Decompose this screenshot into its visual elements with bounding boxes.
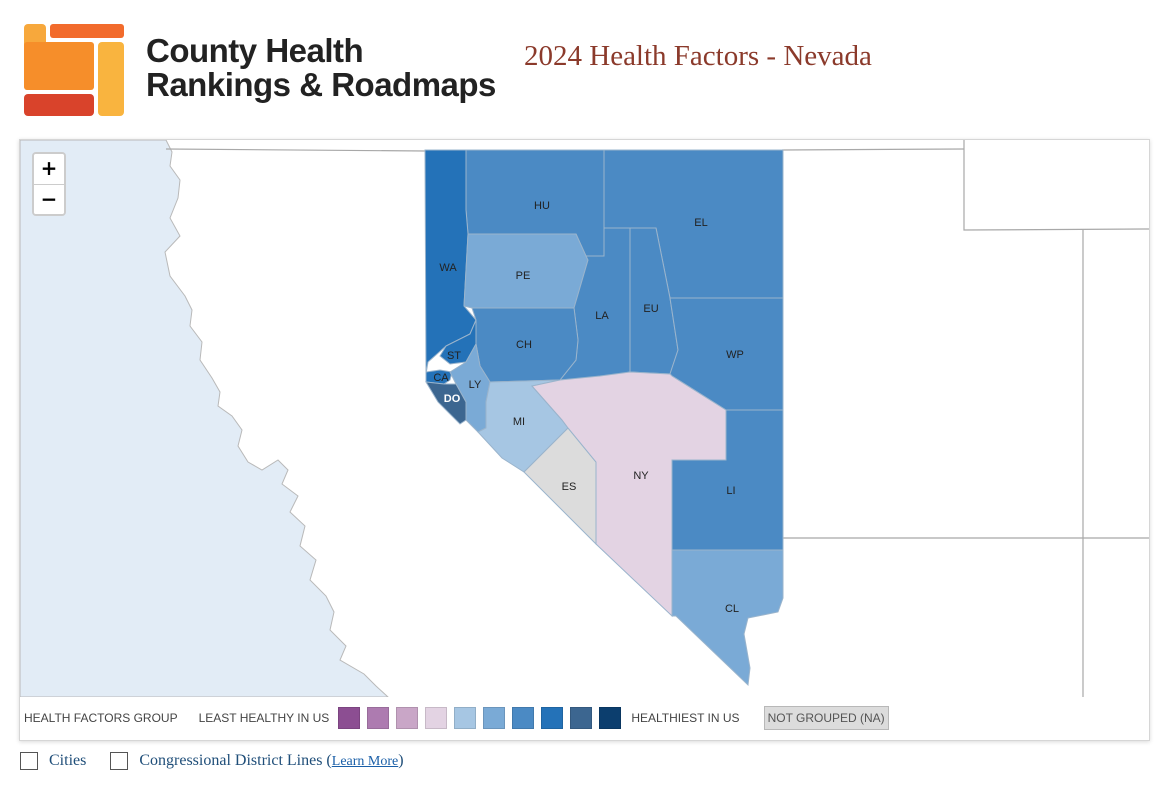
legend-swatch[interactable] [541,707,564,729]
legend-least-healthy-label: LEAST HEALTHY IN US [198,711,330,725]
logo-block-yellow-right [98,42,124,116]
close-paren: ) [398,752,404,769]
map-options: Cities Congressional District Lines (Lea… [20,750,428,772]
county-label-LY: LY [469,379,482,391]
legend-not-grouped-badge[interactable]: NOT GROUPED (NA) [763,706,889,730]
county-CL[interactable]: CL [671,549,784,687]
county-label-DO: DO [444,393,461,405]
county-label-PE: PE [516,270,531,282]
county-label-EL: EL [694,217,707,229]
county-label-WP: WP [726,349,744,361]
county-label-ST: ST [447,350,461,362]
map-panel[interactable]: HU EL WA PE LA EU CH WP [19,139,1150,741]
legend-healthiest-label: HEALTHIEST IN US [631,711,740,725]
county-WA[interactable]: WA [424,149,477,375]
brand-line-2: Rankings & Roadmaps [146,66,496,103]
county-shape-CL[interactable] [671,549,784,687]
legend-title: HEALTH FACTORS GROUP [24,711,178,725]
county-label-MI: MI [513,416,525,428]
legend-swatch[interactable] [570,707,593,729]
nevada-map[interactable]: HU EL WA PE LA EU CH WP [20,140,1149,697]
county-label-CA: CA [433,372,449,384]
county-WP[interactable]: WP [669,297,784,411]
logo-block-red-bottom [24,94,94,116]
learn-more-link[interactable]: Learn More [331,754,399,769]
congressional-districts-label[interactable]: Congressional District Lines (Learn More… [139,752,403,770]
county-label-LI: LI [726,485,735,497]
brand-name: County Health Rankings & Roadmaps [146,34,496,102]
county-DO[interactable]: DO [425,381,467,425]
legend-swatches [338,707,628,729]
county-shape-LY[interactable] [449,342,491,433]
legend-swatch[interactable] [454,707,477,729]
county-CA[interactable]: CA [425,369,453,385]
map-legend: HEALTH FACTORS GROUP LEAST HEALTHY IN US… [20,697,1149,739]
legend-swatch[interactable] [512,707,535,729]
county-PE[interactable]: PE [463,233,589,309]
legend-swatch[interactable] [396,707,419,729]
page-title: 2024 Health Factors - Nevada [524,40,872,72]
logo-block-red-top [50,24,124,38]
county-label-NY: NY [633,470,649,482]
county-label-ES: ES [562,481,577,493]
cities-label[interactable]: Cities [49,752,87,769]
legend-swatch[interactable] [483,707,506,729]
county-label-LA: LA [595,310,609,322]
pacific-ocean [20,140,389,697]
county-label-HU: HU [534,200,550,212]
county-label-CH: CH [516,339,532,351]
county-label-EU: EU [643,303,658,315]
zoom-control: + − [32,152,66,216]
county-shape-DO[interactable] [425,381,467,425]
legend-swatch[interactable] [367,707,390,729]
logo-block-orange-center [24,42,94,90]
cities-checkbox[interactable] [20,752,38,770]
legend-swatch[interactable] [425,707,448,729]
county-health-rankings-logo [24,24,124,116]
county-ES[interactable]: ES [523,427,597,546]
congressional-districts-checkbox[interactable] [110,752,129,770]
county-LY[interactable]: LY [449,342,491,433]
brand-line-1: County Health [146,32,364,69]
zoom-out-button[interactable]: − [34,185,64,214]
state-borders [165,140,1149,697]
county-label-CL: CL [725,603,739,615]
legend-swatch[interactable] [338,707,361,729]
county-CH[interactable]: CH [471,307,579,383]
county-label-WA: WA [439,262,457,274]
legend-swatch[interactable] [599,707,622,729]
congressional-districts-text: Congressional District Lines ( [139,752,332,769]
zoom-in-button[interactable]: + [34,154,64,185]
